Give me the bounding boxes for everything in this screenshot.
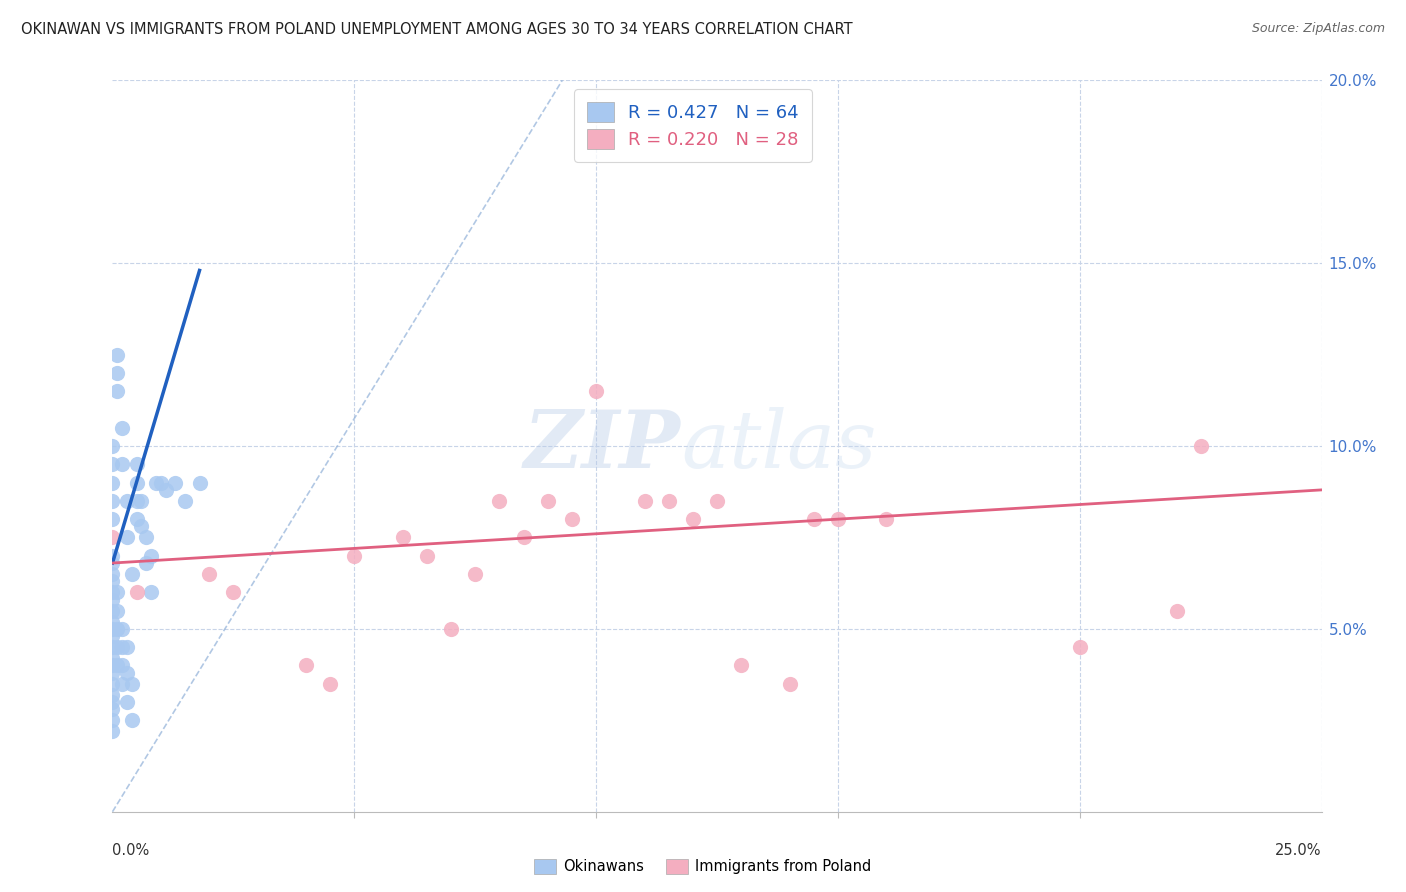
Point — [149, 475, 172, 490]
Point — [155, 483, 177, 497]
Point — [111, 640, 134, 655]
Point — [101, 603, 124, 617]
Point — [101, 592, 124, 607]
Point — [295, 658, 318, 673]
Point — [585, 384, 607, 399]
Point — [101, 493, 124, 508]
Point — [1069, 640, 1091, 655]
Point — [125, 585, 148, 599]
Point — [440, 622, 463, 636]
Point — [101, 439, 124, 453]
Point — [561, 512, 583, 526]
Point — [105, 384, 128, 399]
Text: 25.0%: 25.0% — [1275, 843, 1322, 858]
Point — [537, 493, 560, 508]
Point — [391, 530, 413, 544]
Point — [319, 676, 342, 690]
Point — [115, 493, 138, 508]
Point — [105, 622, 128, 636]
Point — [111, 421, 134, 435]
Point — [682, 512, 704, 526]
Point — [125, 475, 148, 490]
Point — [105, 603, 128, 617]
Point — [1189, 439, 1212, 453]
Point — [188, 475, 211, 490]
Point — [101, 574, 124, 589]
Text: 0.0%: 0.0% — [112, 843, 149, 858]
Point — [101, 714, 124, 728]
Point — [105, 658, 128, 673]
Point — [658, 493, 681, 508]
Text: ZIP: ZIP — [524, 408, 681, 484]
Point — [165, 475, 187, 490]
Text: atlas: atlas — [681, 408, 876, 484]
Point — [111, 622, 134, 636]
Point — [101, 549, 124, 563]
Point — [115, 695, 138, 709]
Point — [121, 567, 143, 582]
Point — [488, 493, 510, 508]
Point — [779, 676, 801, 690]
Point — [111, 658, 134, 673]
Text: Source: ZipAtlas.com: Source: ZipAtlas.com — [1251, 22, 1385, 36]
Point — [803, 512, 825, 526]
Point — [125, 512, 148, 526]
Point — [827, 512, 849, 526]
Point — [135, 556, 157, 570]
Point — [222, 585, 245, 599]
Point — [101, 530, 124, 544]
Point — [101, 658, 124, 673]
Legend: R = 0.427   N = 64, R = 0.220   N = 28: R = 0.427 N = 64, R = 0.220 N = 28 — [574, 89, 811, 161]
Point — [105, 348, 128, 362]
Point — [101, 676, 124, 690]
Point — [101, 702, 124, 716]
Point — [101, 640, 124, 655]
Point — [730, 658, 752, 673]
Point — [198, 567, 221, 582]
Text: OKINAWAN VS IMMIGRANTS FROM POLAND UNEMPLOYMENT AMONG AGES 30 TO 34 YEARS CORREL: OKINAWAN VS IMMIGRANTS FROM POLAND UNEMP… — [21, 22, 852, 37]
Point — [101, 724, 124, 739]
Point — [343, 549, 366, 563]
Point — [1166, 603, 1188, 617]
Point — [706, 493, 728, 508]
Point — [101, 458, 124, 472]
Point — [121, 714, 143, 728]
Point — [125, 458, 148, 472]
Point — [101, 665, 124, 680]
Legend: Okinawans, Immigrants from Poland: Okinawans, Immigrants from Poland — [529, 853, 877, 880]
Point — [101, 615, 124, 629]
Point — [101, 688, 124, 702]
Point — [101, 475, 124, 490]
Point — [101, 622, 124, 636]
Point — [125, 493, 148, 508]
Point — [141, 549, 163, 563]
Point — [121, 676, 143, 690]
Point — [105, 366, 128, 380]
Point — [416, 549, 439, 563]
Point — [512, 530, 534, 544]
Point — [174, 493, 197, 508]
Point — [115, 640, 138, 655]
Point — [131, 493, 153, 508]
Point — [633, 493, 655, 508]
Point — [105, 585, 128, 599]
Point — [135, 530, 157, 544]
Point — [101, 585, 124, 599]
Point — [115, 665, 138, 680]
Point — [145, 475, 167, 490]
Point — [101, 567, 124, 582]
Point — [131, 519, 153, 533]
Point — [111, 676, 134, 690]
Point — [101, 651, 124, 665]
Point — [464, 567, 486, 582]
Point — [875, 512, 897, 526]
Point — [115, 530, 138, 544]
Point — [101, 512, 124, 526]
Point — [101, 556, 124, 570]
Point — [101, 695, 124, 709]
Point — [141, 585, 163, 599]
Point — [105, 640, 128, 655]
Point — [111, 458, 134, 472]
Point — [101, 629, 124, 643]
